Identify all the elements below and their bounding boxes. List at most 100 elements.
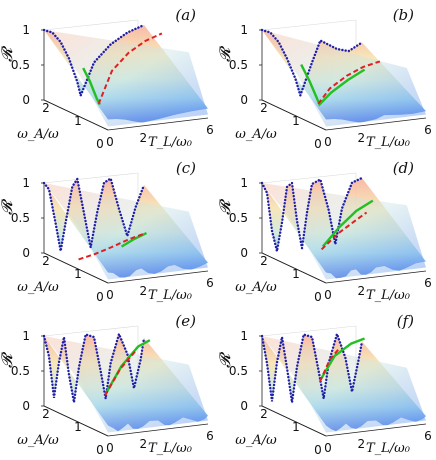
axis-omega [261,405,327,437]
y-tick-label: 2 [42,254,50,268]
x-axis-label: T_L/ω₀ [366,288,411,303]
red-dashed-series [78,232,146,261]
grid-edge [261,172,357,184]
z-tick-label: 1 [22,176,30,190]
panel-label: (b) [393,6,414,24]
blue-dotted-series [42,175,146,252]
green-series [300,64,366,107]
y-tick-label: 0 [96,443,104,457]
y-tick-label: 2 [260,407,268,421]
y-axis-label: ω_A/ω [17,280,59,295]
z-tick-label: 0 [240,399,248,413]
box-edge [325,117,427,131]
y-tick-label: 2 [42,407,50,421]
z-tick-label: 0 [22,246,30,260]
z-axis-label: 𝓡 [0,45,16,62]
z-tick-label: 0.5 [11,58,30,72]
red-dashed-series [317,60,381,105]
z-tick-label: 1 [240,329,248,343]
box-edge [325,423,427,437]
panel-label: (c) [176,159,196,177]
x-axis-label: T_L/ω₀ [366,135,411,150]
axis-omega [261,252,327,284]
x-tick-label: 0 [324,135,332,149]
z-axis-label: 𝓡 [216,351,234,368]
x-tick-label: 6 [424,276,432,290]
y-tick-label: 0 [96,290,104,304]
y-axis-label: ω_A/ω [235,280,277,295]
blue-dotted-series [42,23,146,100]
x-tick-label: 0 [324,441,332,455]
y-axis-label: ω_A/ω [235,127,277,142]
z-tick-label: 0 [22,93,30,107]
x-tick-label: 2 [140,131,148,145]
panel-label: (a) [175,6,196,24]
y-tick-label: 0 [314,137,322,151]
grid-edge [261,325,357,337]
z-tick-label: 0 [240,93,248,107]
y-tick-label: 1 [292,114,300,128]
z-tick-label: 0.5 [229,211,248,225]
axis-omega [43,99,109,131]
grid-edge [43,172,139,184]
x-axis-label: T_L/ω₀ [148,441,193,456]
x-tick-label: 2 [358,437,366,451]
x-axis-label: T_L/ω₀ [366,441,411,456]
surface-sheet [262,183,426,280]
panel-label: (f) [397,312,414,330]
y-tick-label: 1 [292,267,300,281]
x-tick-label: 2 [358,284,366,298]
red-dashed-series [97,32,163,105]
y-tick-label: 0 [314,290,322,304]
green-series [320,337,365,380]
grid-edge [43,19,139,31]
z-tick-label: 1 [22,23,30,37]
x-tick-label: 0 [106,441,114,455]
y-axis-label: ω_A/ω [17,127,59,142]
y-tick-label: 0 [96,137,104,151]
y-tick-label: 1 [74,114,82,128]
surface-sheet [262,336,426,433]
red-dashed-series [319,347,341,383]
box-edge [325,270,427,284]
y-tick-label: 1 [292,420,300,434]
z-axis-label: 𝓡 [0,198,16,215]
z-tick-label: 1 [240,176,248,190]
y-tick-label: 1 [74,420,82,434]
axis-omega [43,405,109,437]
y-tick-label: 2 [260,254,268,268]
red-dashed-series [320,211,368,251]
grid-edge [43,325,139,337]
x-tick-label: 6 [206,123,214,137]
box-edge [107,423,209,437]
x-tick-label: 6 [424,429,432,443]
y-axis-label: ω_A/ω [17,433,59,448]
axis-omega [261,99,327,131]
y-tick-label: 2 [260,101,268,115]
y-axis-label: ω_A/ω [235,433,277,448]
y-tick-label: 0 [314,443,322,457]
surface-sheet [44,30,208,127]
z-tick-label: 0 [22,399,30,413]
y-tick-label: 2 [42,101,50,115]
x-tick-label: 6 [424,123,432,137]
z-tick-label: 0.5 [229,58,248,72]
red-dashed-series [104,348,138,396]
x-tick-label: 0 [106,135,114,149]
x-tick-label: 6 [206,276,214,290]
z-tick-label: 0 [240,246,248,260]
y-tick-label: 1 [74,267,82,281]
z-axis-label: 𝓡 [216,198,234,215]
green-series [82,67,101,106]
z-tick-label: 0.5 [11,364,30,378]
x-axis-label: T_L/ω₀ [148,135,193,150]
z-tick-label: 1 [22,329,30,343]
x-tick-label: 2 [358,131,366,145]
grid-edge [261,19,357,31]
